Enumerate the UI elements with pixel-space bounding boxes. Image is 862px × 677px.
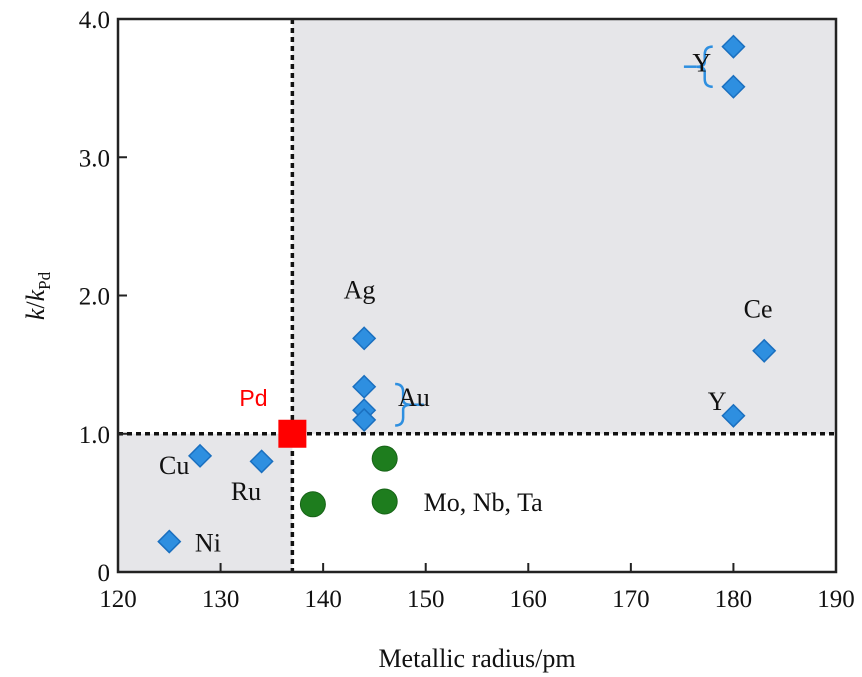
annotation-brackets xyxy=(395,45,713,427)
point-label: Ce xyxy=(744,295,773,324)
x-tick-label: 120 xyxy=(99,586,137,613)
x-tick-label: 140 xyxy=(304,586,342,613)
y-axis-title-subscript: Pd xyxy=(35,271,54,289)
y-tick-label: 1.0 xyxy=(79,422,110,449)
y-tick-label: 3.0 xyxy=(79,145,110,172)
x-tick-label: 170 xyxy=(612,586,650,613)
diamond-point xyxy=(249,449,274,474)
diamond-point xyxy=(157,529,182,554)
circle-point xyxy=(299,491,326,518)
point-label: Au xyxy=(398,383,430,412)
y-axis-title-k-pd: k xyxy=(21,289,50,301)
x-tick-label: 160 xyxy=(510,586,548,613)
x-tick-label: 150 xyxy=(407,586,445,613)
diamond-point xyxy=(352,374,377,399)
diamond-point xyxy=(752,338,777,363)
x-tick-label: 130 xyxy=(202,586,240,613)
y-tick-label: 0 xyxy=(98,560,111,587)
point-labels: Y Ag Au Ce Y Cu Ru Ni Mo, Nb, Ta Pd xyxy=(159,49,773,558)
diamond-point xyxy=(352,326,377,351)
point-label: Cu xyxy=(159,451,189,480)
axis-ticks: 120 130 140 150 160 170 180 190 0 1.0 2.0 3.0 4.0 xyxy=(79,7,855,613)
y-bracket xyxy=(696,45,713,88)
diamond-point xyxy=(721,403,746,428)
x-tick-label: 180 xyxy=(715,586,753,613)
diamond-point xyxy=(352,407,377,432)
data-points xyxy=(157,34,777,554)
point-label: Y xyxy=(692,49,711,78)
shade-upper-right xyxy=(292,19,836,434)
point-label: Y xyxy=(708,387,727,416)
diamond-point xyxy=(187,443,213,468)
pd-label: Pd xyxy=(239,385,267,411)
point-label: Ag xyxy=(344,275,376,304)
y-tick-label: 4.0 xyxy=(79,7,110,34)
point-label: Ru xyxy=(231,477,261,506)
pd-reference-square xyxy=(278,419,307,448)
y-tick-label: 2.0 xyxy=(79,284,110,311)
point-label: Ni xyxy=(195,528,221,557)
x-axis-title: Metallic radius/pm xyxy=(378,644,575,673)
diamond-point xyxy=(721,74,746,99)
y-axis-title-k: k xyxy=(21,308,50,320)
circle-point xyxy=(371,488,398,515)
x-tick-label: 190 xyxy=(817,586,855,613)
circle-point xyxy=(371,445,398,472)
point-label: Mo, Nb, Ta xyxy=(424,488,543,517)
reference-lines xyxy=(118,19,836,572)
diamond-point xyxy=(721,34,746,59)
y-axis-title-slash: / xyxy=(21,301,50,309)
y-axis-title: k/kPd xyxy=(21,271,54,320)
